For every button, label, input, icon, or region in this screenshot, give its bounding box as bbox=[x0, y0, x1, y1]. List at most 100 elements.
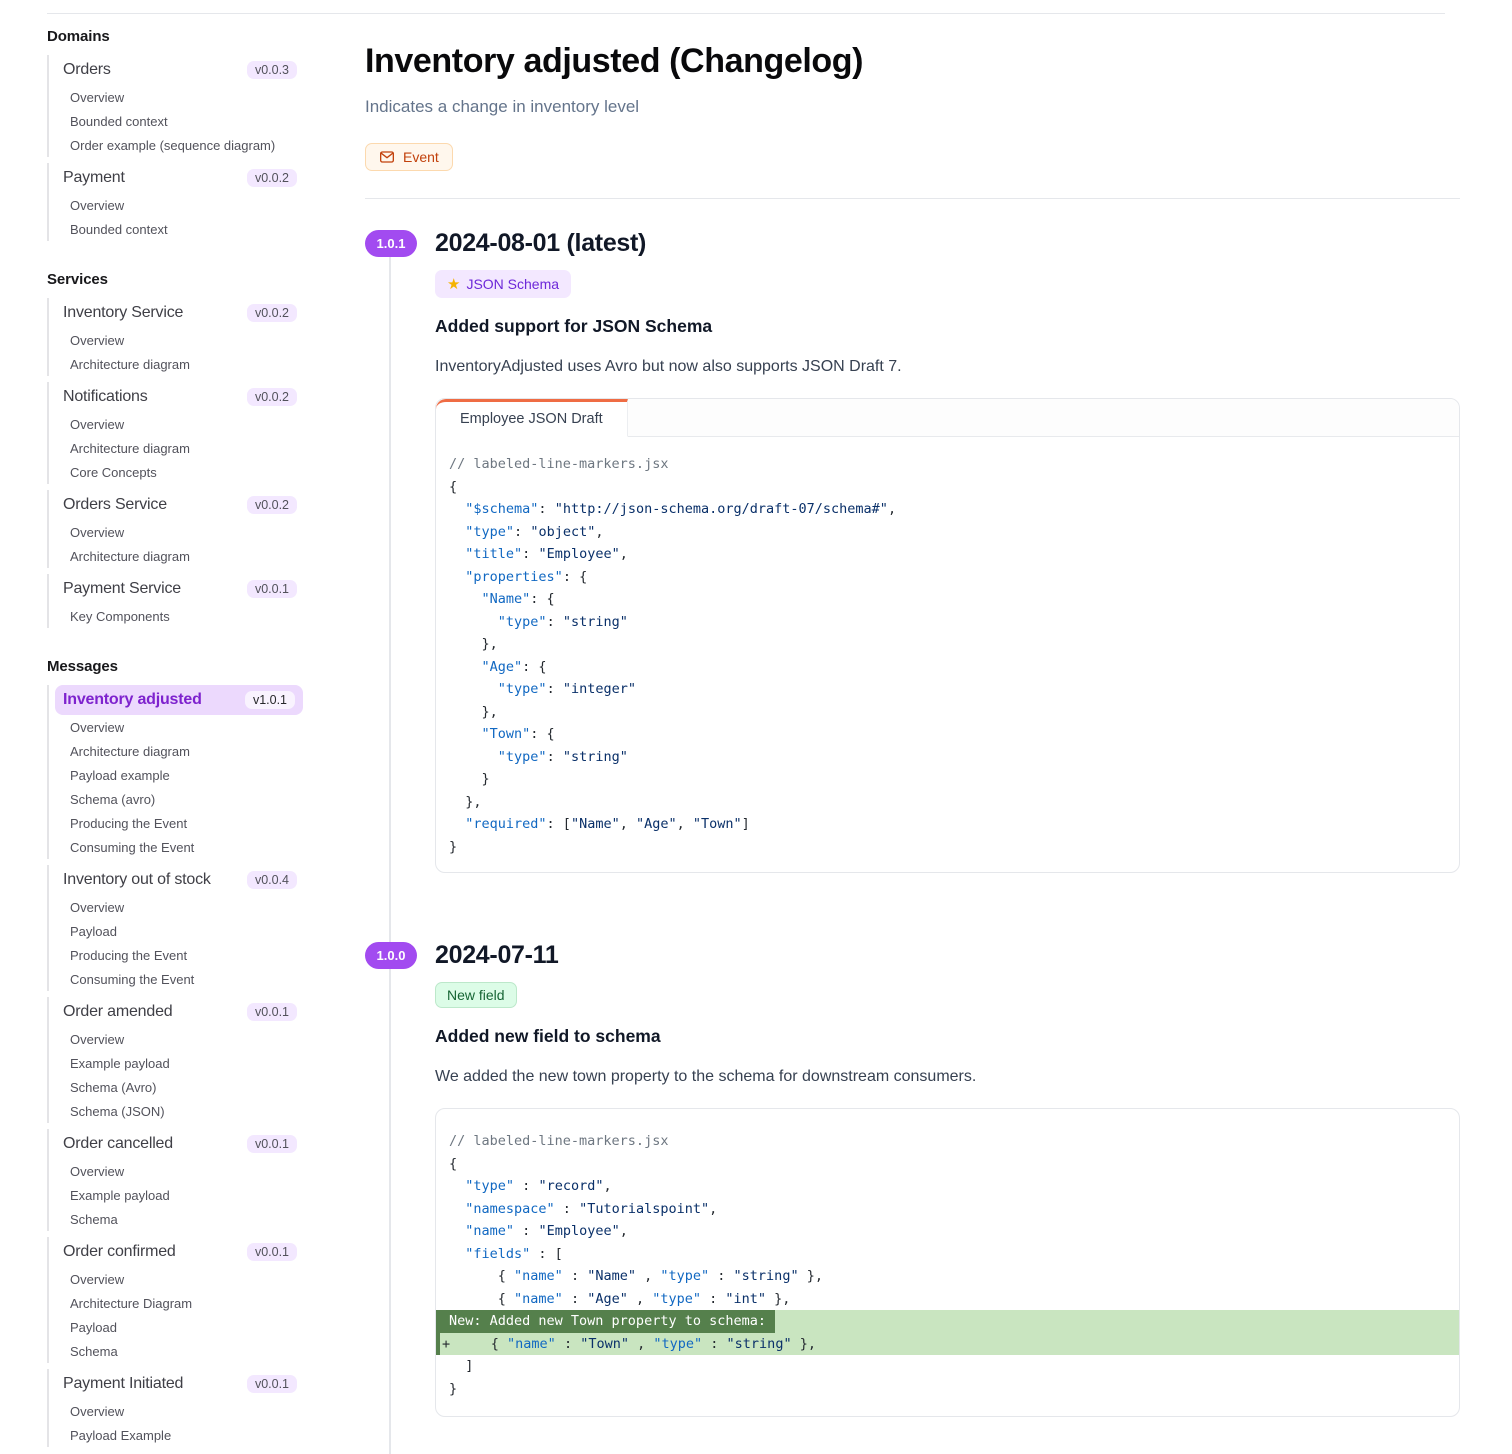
code-block: // labeled-line-markers.jsx { "type" : "r… bbox=[435, 1108, 1460, 1417]
sidebar-item-notifications[interactable]: Notifications v0.0.2 bbox=[49, 382, 303, 412]
sidebar-subitem-architecture-diagram[interactable]: Architecture diagram bbox=[70, 548, 190, 564]
version-badge: v0.0.2 bbox=[246, 496, 297, 514]
event-type-label: Event bbox=[403, 149, 439, 165]
sidebar-subitem-overview[interactable]: Overview bbox=[70, 197, 125, 213]
sidebar-subitem-architecture-diagram[interactable]: Architecture Diagram bbox=[70, 1295, 193, 1311]
sidebar-subitem-overview[interactable]: Overview bbox=[70, 1163, 125, 1179]
sidebar-subitem-bounded-context[interactable]: Bounded context bbox=[70, 221, 168, 237]
sidebar-item-payment-initiated[interactable]: Payment Initiated v0.0.1 bbox=[49, 1369, 303, 1399]
sidebar-item-label: Order amended bbox=[63, 1003, 173, 1020]
code-line: { bbox=[449, 1155, 458, 1172]
sidebar-subitem-payload-example[interactable]: Payload example bbox=[70, 767, 170, 783]
sidebar-group: Order cancelled v0.0.1 Overview Example pay… bbox=[47, 1129, 303, 1231]
sidebar-subitem-payload[interactable]: Payload bbox=[70, 1319, 117, 1335]
version-badge: v0.0.1 bbox=[246, 580, 297, 598]
sidebar-subitem-overview[interactable]: Overview bbox=[70, 1271, 125, 1287]
entry-text: We added the new town property to the sc… bbox=[435, 1068, 977, 1085]
changelog-timeline bbox=[389, 250, 391, 1454]
version-pill: 1.0.1 bbox=[365, 230, 417, 257]
sidebar-item-order-cancelled[interactable]: Order cancelled v0.0.1 bbox=[49, 1129, 303, 1159]
sidebar-item-inventory-out-of-stock[interactable]: Inventory out of stock v0.0.4 bbox=[49, 865, 303, 895]
sidebar-subitem-key-components[interactable]: Key Components bbox=[70, 608, 170, 624]
sidebar-item-label: Payment bbox=[63, 169, 125, 186]
sidebar-subitem-schema-json-[interactable]: Schema (JSON) bbox=[70, 1103, 165, 1119]
code-block: Employee JSON Draft// labeled-line-marke… bbox=[435, 398, 1460, 873]
sidebar-subitem-schema-avro-[interactable]: Schema (Avro) bbox=[70, 1079, 157, 1095]
sidebar-subitem-core-concepts[interactable]: Core Concepts bbox=[70, 464, 157, 480]
sidebar-section-heading: Services bbox=[47, 271, 108, 288]
code-line: } bbox=[449, 838, 458, 855]
sidebar-subitem-producing-the-event[interactable]: Producing the Event bbox=[70, 947, 188, 963]
code-line: "type": "string" bbox=[497, 748, 628, 765]
code-line: "namespace" : "Tutorialspoint", bbox=[465, 1200, 718, 1217]
sidebar-subitem-schema[interactable]: Schema bbox=[70, 1211, 118, 1227]
version-badge: v0.0.1 bbox=[246, 1375, 297, 1393]
entry-text: InventoryAdjusted uses Avro but now also… bbox=[435, 358, 902, 375]
sidebar-item-inventory-adjusted[interactable]: Inventory adjusted v1.0.1 bbox=[55, 685, 303, 715]
sidebar-subitem-producing-the-event[interactable]: Producing the Event bbox=[70, 815, 188, 831]
code-line: "type": "string" bbox=[497, 613, 628, 630]
sidebar-subitem-overview[interactable]: Overview bbox=[70, 1031, 125, 1047]
sidebar-item-label: Payment Service bbox=[63, 580, 181, 597]
sidebar-subitem-overview[interactable]: Overview bbox=[70, 1403, 125, 1419]
sidebar-subitem-overview[interactable]: Overview bbox=[70, 89, 125, 105]
sidebar-subitem-consuming-the-event[interactable]: Consuming the Event bbox=[70, 839, 195, 855]
sidebar-subitem-overview[interactable]: Overview bbox=[70, 524, 125, 540]
sidebar-subitem-consuming-the-event[interactable]: Consuming the Event bbox=[70, 971, 195, 987]
star-icon: ★ bbox=[447, 276, 461, 293]
sidebar-section: Services Inventory Service v0.0.2 Overview A… bbox=[47, 271, 303, 628]
sidebar-subitem-overview[interactable]: Overview bbox=[70, 332, 125, 348]
sidebar-subitem-overview[interactable]: Overview bbox=[70, 416, 125, 432]
code-line: "fields" : [ bbox=[465, 1245, 563, 1262]
code-line: "properties": { bbox=[465, 568, 588, 585]
code-line: "title": "Employee", bbox=[465, 546, 628, 562]
sidebar-item-label: Inventory adjusted bbox=[63, 691, 202, 708]
version-badge: v0.0.4 bbox=[246, 871, 297, 889]
sidebar-item-inventory-service[interactable]: Inventory Service v0.0.2 bbox=[49, 298, 303, 328]
code-tab-bar: Employee JSON Draft bbox=[436, 399, 1459, 437]
sidebar-subitem-schema-avro-[interactable]: Schema (avro) bbox=[70, 791, 156, 807]
sidebar-subitem-example-payload[interactable]: Example payload bbox=[70, 1187, 170, 1203]
changelog: 1.0.1 2024-08-01 (latest) ★ JSON Schema Adde… bbox=[365, 229, 1460, 1417]
sidebar-item-order-amended[interactable]: Order amended v0.0.1 bbox=[49, 997, 303, 1027]
code-line: "$schema": "http://json-schema.org/draft… bbox=[465, 501, 897, 517]
changelog-entry: 1.0.0 2024-07-11 New field Added new field … bbox=[365, 941, 1460, 1417]
code-line: ] bbox=[449, 1358, 474, 1374]
code-line: "type": "integer" bbox=[497, 681, 636, 697]
entry-tag-label: JSON Schema bbox=[466, 276, 560, 292]
version-badge: v0.0.2 bbox=[246, 388, 297, 406]
entry-heading: Added support for JSON Schema bbox=[435, 316, 713, 336]
sidebar-subitem-architecture-diagram[interactable]: Architecture diagram bbox=[70, 356, 190, 372]
sidebar-group: Orders Service v0.0.2 Overview Architecture… bbox=[47, 490, 303, 568]
sidebar-subitem-architecture-diagram[interactable]: Architecture diagram bbox=[70, 440, 190, 456]
page-subtitle: Indicates a change in inventory level bbox=[365, 97, 640, 116]
sidebar-item-payment[interactable]: Payment v0.0.2 bbox=[49, 163, 303, 193]
sidebar-subitem-overview[interactable]: Overview bbox=[70, 719, 125, 735]
sidebar-subitem-overview[interactable]: Overview bbox=[70, 899, 125, 915]
sidebar-group: Inventory Service v0.0.2 Overview Architect… bbox=[47, 298, 303, 376]
sidebar-subitem-example-payload[interactable]: Example payload bbox=[70, 1055, 170, 1071]
sidebar-subitem-bounded-context[interactable]: Bounded context bbox=[70, 113, 168, 129]
sidebar-section: Messages Inventory adjusted v1.0.1 Overview… bbox=[47, 658, 303, 1447]
version-badge: v0.0.2 bbox=[246, 304, 297, 322]
sidebar-item-orders[interactable]: Orders v0.0.3 bbox=[49, 55, 303, 85]
sidebar-item-orders-service[interactable]: Orders Service v0.0.2 bbox=[49, 490, 303, 520]
code-line: } bbox=[449, 1380, 458, 1397]
code-line: }, bbox=[449, 703, 498, 720]
sidebar-subitem-payload[interactable]: Payload bbox=[70, 923, 117, 939]
sidebar-section-heading: Messages bbox=[47, 658, 118, 675]
entry-tag-label: New field bbox=[447, 987, 505, 1003]
sidebar-subitem-architecture-diagram[interactable]: Architecture diagram bbox=[70, 743, 190, 759]
sidebar-subitem-schema[interactable]: Schema bbox=[70, 1343, 118, 1359]
diff-label-line: New: Added new Town property to schema: bbox=[436, 1310, 1459, 1333]
sidebar-item-order-confirmed[interactable]: Order confirmed v0.0.1 bbox=[49, 1237, 303, 1267]
sidebar-subitem-payload-example[interactable]: Payload Example bbox=[70, 1427, 172, 1443]
header-divider bbox=[365, 198, 1460, 199]
page-title: Inventory adjusted (Changelog) bbox=[365, 42, 864, 80]
sidebar-subitem-order-example-sequence-diagram-[interactable]: Order example (sequence diagram) bbox=[70, 137, 276, 153]
sidebar-item-payment-service[interactable]: Payment Service v0.0.1 bbox=[49, 574, 303, 604]
code-tab[interactable]: Employee JSON Draft bbox=[436, 399, 628, 437]
sidebar-group: Orders v0.0.3 Overview Bounded context Order… bbox=[47, 55, 303, 157]
code-line: { "name" : "Name" , "type" : "string" }, bbox=[449, 1268, 823, 1284]
